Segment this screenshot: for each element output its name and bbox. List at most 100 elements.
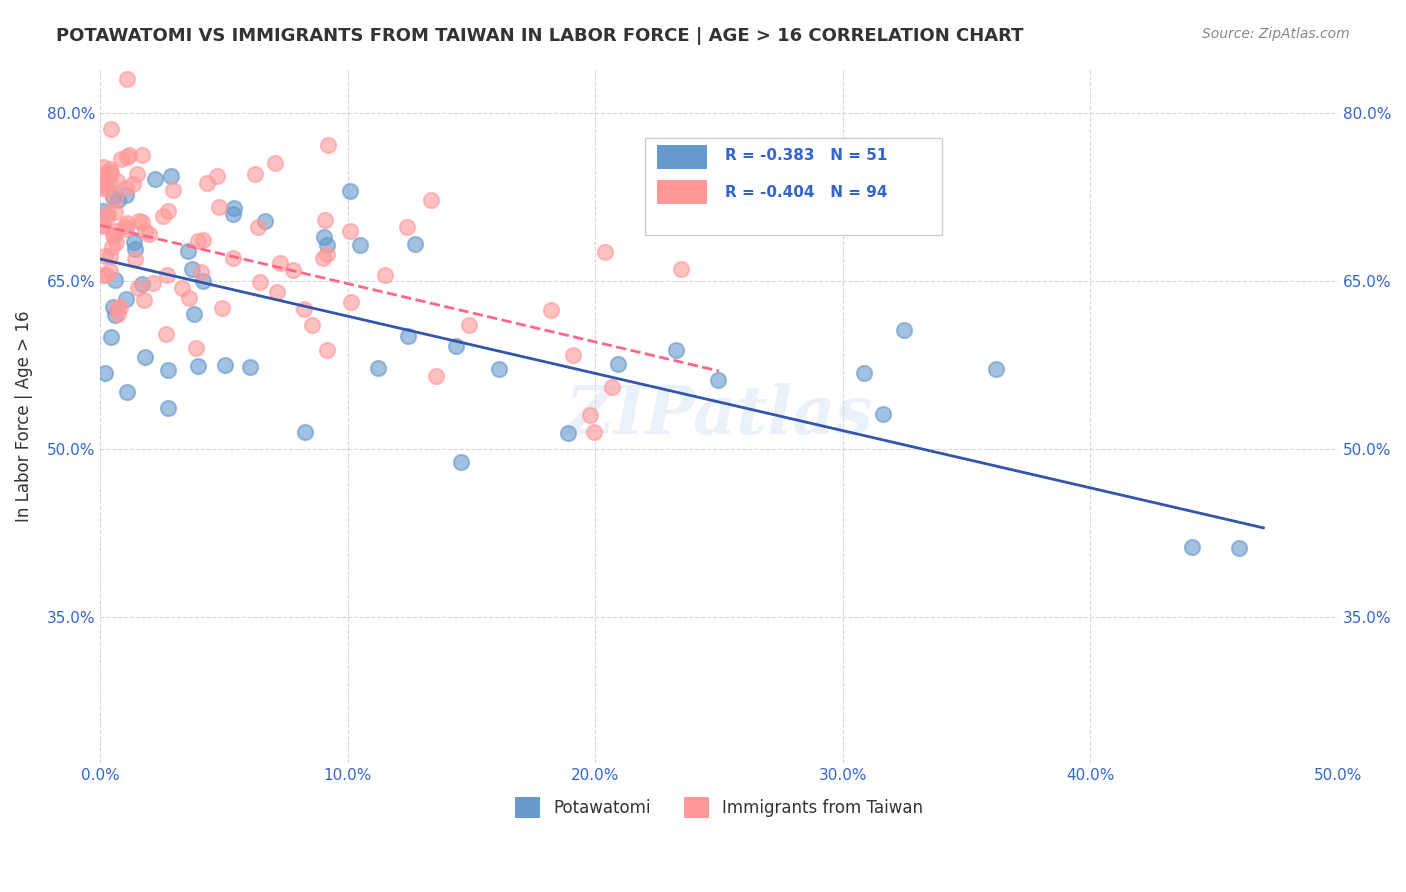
Point bbox=[104, 204, 127, 219]
Point bbox=[187, 359, 209, 374]
Point bbox=[193, 274, 215, 288]
Point bbox=[195, 176, 218, 190]
Point bbox=[316, 247, 339, 261]
Point bbox=[343, 28, 366, 42]
Point bbox=[94, 180, 117, 194]
Point bbox=[606, 357, 628, 371]
Point bbox=[269, 256, 291, 270]
Point bbox=[316, 237, 339, 252]
Point bbox=[104, 192, 127, 206]
Point bbox=[707, 373, 730, 387]
Point bbox=[221, 252, 243, 266]
Point bbox=[91, 203, 114, 218]
Point bbox=[115, 187, 138, 202]
Point bbox=[239, 360, 262, 375]
Point bbox=[100, 122, 122, 136]
Point bbox=[314, 212, 336, 227]
Point bbox=[104, 273, 127, 287]
Point bbox=[93, 169, 115, 183]
Point bbox=[114, 219, 136, 233]
Point bbox=[316, 138, 339, 153]
Point bbox=[131, 277, 153, 291]
Point bbox=[457, 318, 479, 333]
Point bbox=[132, 293, 155, 308]
Point bbox=[488, 362, 510, 376]
Point bbox=[872, 407, 894, 421]
Point bbox=[94, 268, 117, 282]
Point bbox=[128, 214, 150, 228]
Point bbox=[316, 343, 339, 357]
Point bbox=[561, 348, 583, 362]
Point bbox=[157, 203, 180, 218]
Point bbox=[253, 214, 276, 228]
Point bbox=[124, 252, 146, 266]
Point bbox=[162, 183, 184, 197]
FancyBboxPatch shape bbox=[645, 138, 942, 235]
Point bbox=[156, 268, 179, 282]
Point bbox=[177, 244, 200, 258]
Point bbox=[183, 307, 205, 321]
Point bbox=[420, 193, 443, 207]
Point bbox=[301, 318, 323, 333]
Point bbox=[110, 152, 132, 166]
Point bbox=[367, 361, 389, 376]
Point bbox=[187, 234, 209, 248]
Point bbox=[665, 343, 688, 357]
Point bbox=[191, 233, 214, 247]
Text: R = -0.404   N = 94: R = -0.404 N = 94 bbox=[725, 185, 887, 200]
Text: R = -0.383   N = 51: R = -0.383 N = 51 bbox=[725, 148, 887, 163]
Point bbox=[1227, 541, 1250, 556]
Point bbox=[208, 200, 231, 214]
Point bbox=[600, 380, 623, 394]
Point bbox=[540, 303, 562, 318]
Point bbox=[211, 301, 233, 315]
Point bbox=[450, 455, 472, 469]
Point bbox=[852, 366, 875, 380]
Point bbox=[893, 323, 915, 337]
Point bbox=[349, 237, 371, 252]
Point bbox=[98, 165, 121, 179]
Point bbox=[98, 161, 121, 176]
Point bbox=[118, 147, 141, 161]
Point bbox=[101, 228, 124, 243]
Point bbox=[246, 220, 269, 235]
Point bbox=[190, 265, 212, 279]
Point bbox=[142, 277, 165, 291]
Point bbox=[312, 251, 335, 265]
Point bbox=[157, 363, 180, 377]
Point bbox=[107, 307, 129, 321]
Point bbox=[283, 263, 305, 277]
Point bbox=[186, 341, 208, 355]
Point bbox=[101, 300, 124, 314]
Point bbox=[582, 425, 605, 439]
Point bbox=[100, 330, 122, 344]
Point bbox=[91, 219, 114, 233]
Point bbox=[94, 170, 117, 185]
Point bbox=[115, 216, 138, 230]
Point bbox=[103, 229, 125, 244]
Point bbox=[266, 285, 288, 299]
Point bbox=[93, 249, 115, 263]
Point bbox=[159, 169, 181, 183]
Point bbox=[98, 178, 121, 192]
Point bbox=[984, 361, 1007, 376]
Point bbox=[222, 207, 245, 221]
Point bbox=[93, 182, 115, 196]
Point bbox=[243, 167, 266, 181]
Point bbox=[91, 218, 114, 232]
Point bbox=[131, 147, 153, 161]
Point bbox=[131, 215, 153, 229]
Point bbox=[396, 329, 419, 343]
Point bbox=[249, 275, 271, 289]
Point bbox=[114, 293, 136, 307]
Point bbox=[122, 235, 145, 249]
Point bbox=[180, 261, 202, 276]
Y-axis label: In Labor Force | Age > 16: In Labor Force | Age > 16 bbox=[15, 310, 32, 522]
Point bbox=[124, 242, 146, 256]
Point bbox=[578, 408, 600, 422]
Point bbox=[93, 366, 115, 380]
Point bbox=[557, 426, 579, 441]
Point bbox=[101, 240, 124, 254]
Point bbox=[107, 193, 129, 207]
Text: Source: ZipAtlas.com: Source: ZipAtlas.com bbox=[1202, 27, 1350, 41]
